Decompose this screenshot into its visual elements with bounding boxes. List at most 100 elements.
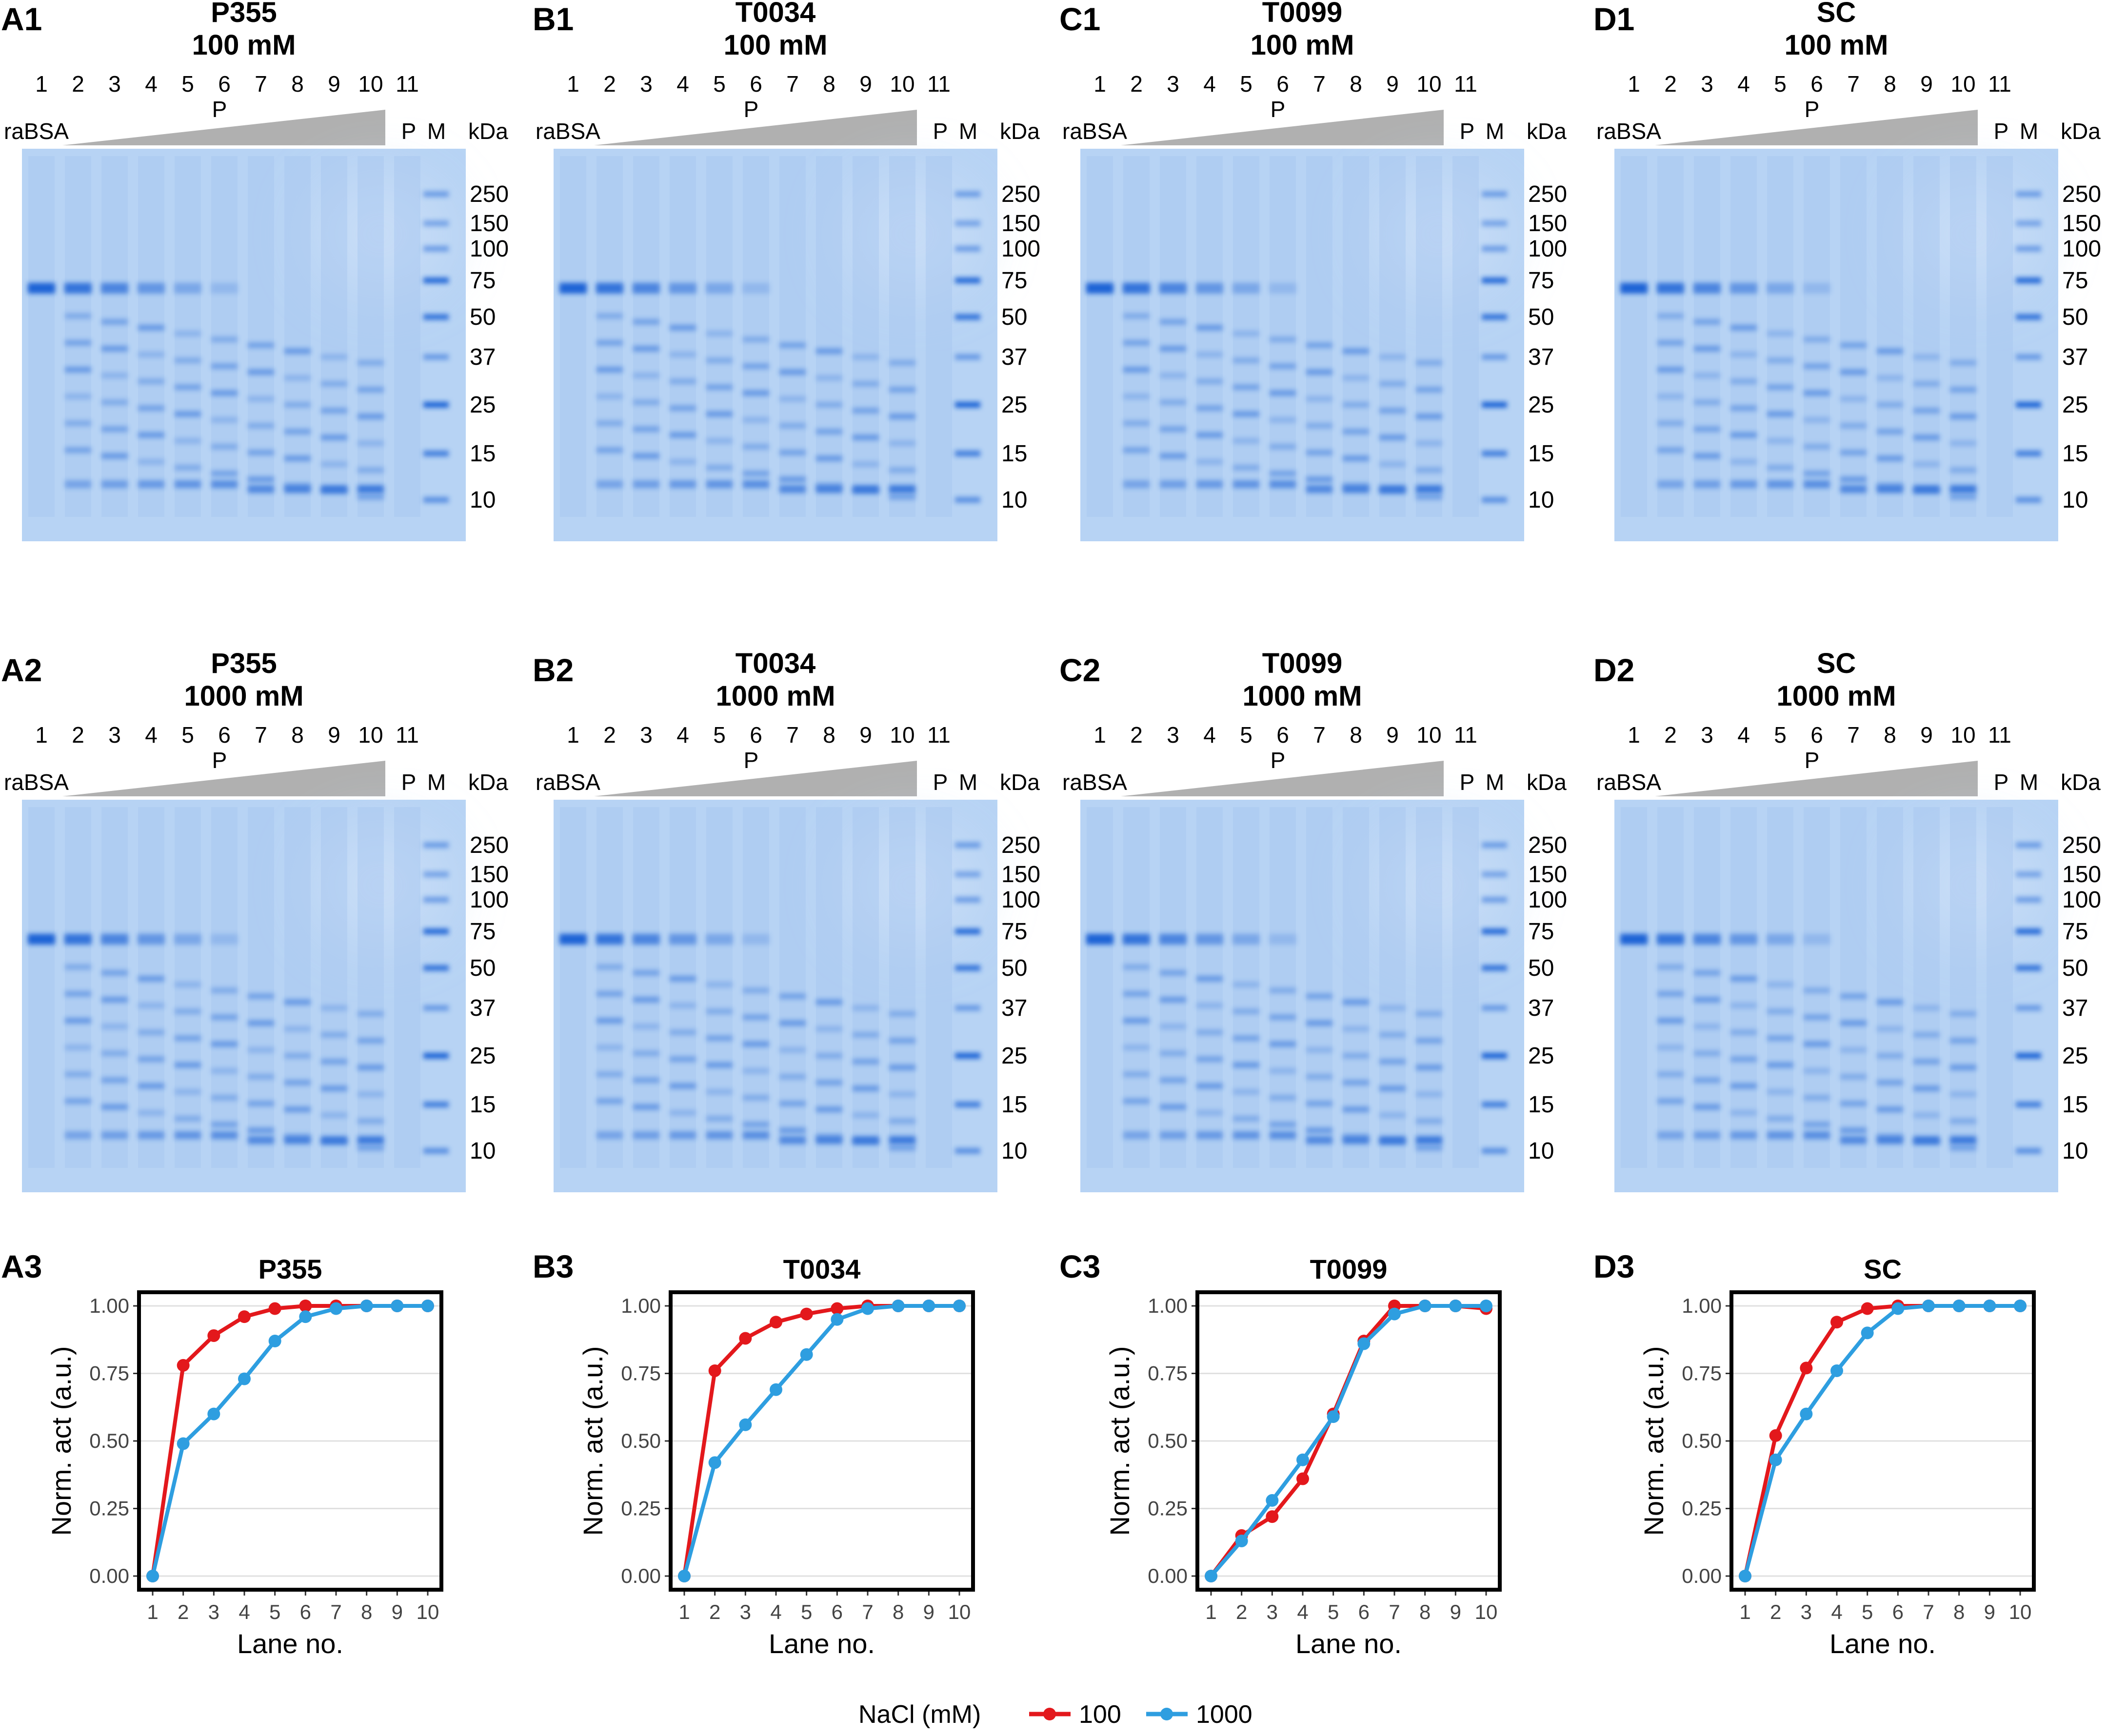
lane-number: 11	[1988, 722, 2011, 748]
x-tick-label: 8	[1419, 1600, 1431, 1623]
gel-band	[596, 991, 623, 997]
gel-band	[1877, 402, 1903, 408]
data-point-1000	[1357, 1337, 1371, 1350]
lane-number: 1	[1093, 71, 1106, 97]
gel-band	[1840, 342, 1867, 348]
gel-lane	[1416, 807, 1442, 1168]
rabsa-label: raBSA	[4, 118, 69, 144]
data-point-100	[739, 1332, 752, 1345]
gel-band	[101, 1104, 128, 1110]
gel-band	[1767, 934, 1794, 945]
gel-lane	[1950, 156, 1976, 517]
gel-stain-spot	[1905, 176, 2041, 293]
gel-band	[358, 1136, 384, 1144]
gel-lane	[1840, 807, 1867, 1168]
panel-label: A3	[1, 1248, 42, 1284]
x-tick-label: 4	[1831, 1600, 1842, 1623]
marker-band	[1482, 1005, 1507, 1011]
x-axis-label: Lane no.	[237, 1628, 343, 1659]
series-line-1000	[151, 1304, 428, 1577]
gel-band	[248, 1127, 274, 1133]
gel-band	[1877, 485, 1903, 493]
gel-band	[1160, 1077, 1186, 1083]
kda-label: kDa	[1000, 769, 1040, 795]
gel-band	[1416, 1091, 1442, 1097]
gel-lane	[101, 807, 128, 1168]
kda-value: 37	[1001, 995, 1027, 1021]
data-point-1000	[739, 1418, 752, 1431]
kda-value: 10	[470, 487, 496, 513]
gel-band	[284, 1106, 311, 1112]
x-tick-label: 2	[178, 1600, 189, 1623]
x-tick-label: 6	[1358, 1600, 1370, 1623]
marker-band	[2016, 451, 2041, 456]
x-tick-label: 3	[1801, 1600, 1812, 1623]
gel-band	[1840, 1127, 1867, 1133]
gel-band	[248, 476, 274, 482]
gel-band	[1160, 399, 1186, 405]
gel-band	[1123, 340, 1150, 346]
gel-band	[889, 485, 915, 493]
marker-band	[955, 1102, 980, 1107]
gel-band	[1233, 1035, 1259, 1041]
gel-band	[211, 444, 238, 450]
data-point-1000	[1266, 1494, 1279, 1507]
x-tick-label: 4	[239, 1600, 250, 1623]
gel-band	[175, 411, 201, 417]
gel-band	[1416, 387, 1442, 393]
gel-band	[1416, 360, 1442, 366]
gel-band	[1877, 375, 1903, 381]
marker-band	[1482, 497, 1507, 503]
lane-number: 7	[786, 71, 799, 97]
marker-band	[955, 897, 980, 903]
gel-band	[1913, 1136, 1940, 1144]
gel-band	[1804, 417, 1830, 423]
data-point-100	[831, 1302, 844, 1315]
gel-band	[211, 987, 238, 993]
y-tick-label: 0.00	[621, 1564, 661, 1587]
gel-band	[1160, 1131, 1186, 1139]
gel-band	[1196, 325, 1223, 331]
chart-a3: A3 P355 0.00 0.25 0.50 0.75 1.00 1 2 3 4 5 6 7 8 9 10 Lan…	[1, 1248, 443, 1659]
gel-band	[1913, 1059, 1940, 1065]
gel-band	[1160, 1104, 1186, 1110]
gel-title-salt: 1000 mM	[1242, 680, 1362, 712]
gel-band	[1123, 367, 1150, 373]
kda-label: kDa	[468, 118, 508, 144]
lane-number: 1	[567, 71, 579, 97]
gel-band	[1840, 485, 1867, 493]
lane-number: 3	[1701, 71, 1713, 97]
gel-image	[554, 149, 997, 541]
gel-band	[1196, 934, 1223, 945]
gel-band	[321, 1032, 347, 1038]
gel-band	[1270, 444, 1296, 450]
gel-band	[1804, 336, 1830, 342]
p-gradient-label: P	[212, 748, 227, 773]
kda-value: 75	[1001, 919, 1027, 945]
marker-band	[423, 191, 449, 197]
gel-band	[779, 342, 806, 348]
gel-band	[1804, 1122, 1830, 1127]
gel-band	[1730, 432, 1757, 438]
gel-band	[1694, 997, 1720, 1003]
gel-band	[1803, 283, 1830, 294]
gel-band	[706, 283, 733, 294]
gel-band	[1123, 394, 1150, 399]
lane-number: 9	[328, 71, 340, 97]
gel-band	[670, 480, 696, 488]
data-point-1000	[1830, 1364, 1843, 1377]
gel-band	[1306, 1020, 1332, 1026]
gel-band	[670, 459, 696, 465]
gel-band	[211, 480, 238, 488]
lane-number: 2	[603, 722, 616, 748]
gel-band	[1657, 1098, 1684, 1104]
chart-title: P355	[258, 1254, 322, 1284]
data-point-100	[1769, 1429, 1782, 1442]
gel-band	[1804, 363, 1830, 369]
gel-band	[743, 1041, 769, 1047]
lane-number: 3	[1167, 71, 1179, 97]
y-axis-label: Norm. act (a.u.)	[1104, 1346, 1135, 1536]
marker-band	[423, 842, 449, 848]
p-lane-label: P	[401, 769, 417, 795]
